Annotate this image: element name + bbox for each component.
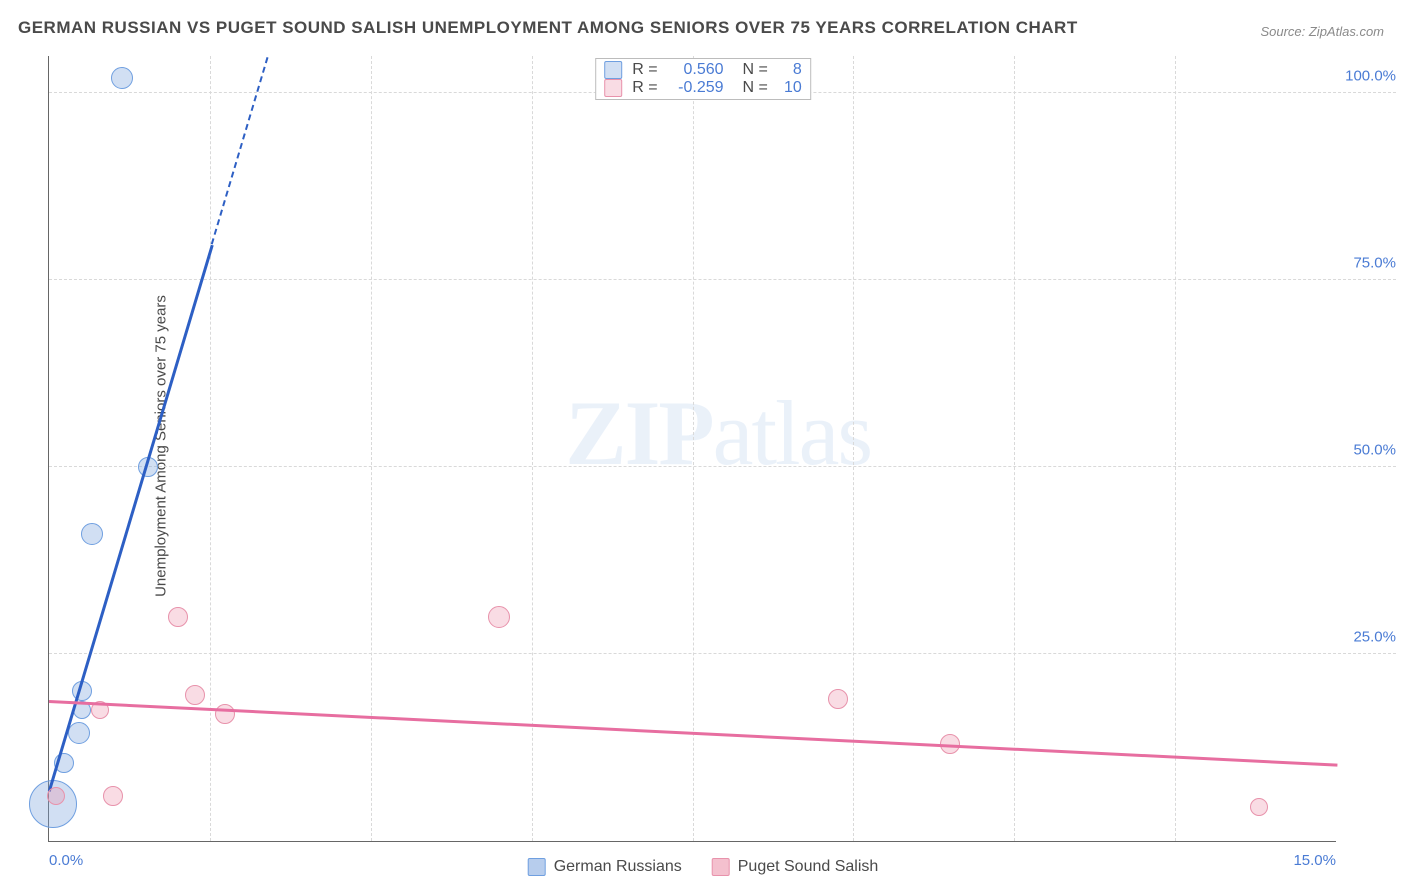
stat-n-label: N =: [734, 79, 768, 97]
data-point: [68, 722, 90, 744]
gridline-horizontal: [49, 466, 1396, 467]
data-point: [111, 67, 133, 89]
legend-label: Puget Sound Salish: [738, 858, 879, 876]
legend-item: Puget Sound Salish: [712, 858, 879, 876]
stat-r-label: R =: [632, 61, 657, 79]
watermark-bold: ZIP: [565, 382, 712, 484]
stat-n-label: N =: [734, 61, 768, 79]
x-tick-label: 15.0%: [1293, 852, 1336, 869]
gridline-vertical: [1175, 56, 1176, 841]
stats-legend-row: R = -0.259 N = 10: [604, 79, 802, 97]
watermark: ZIPatlas: [565, 380, 871, 486]
gridline-horizontal: [49, 653, 1396, 654]
legend-label: German Russians: [554, 858, 682, 876]
chart-title: GERMAN RUSSIAN VS PUGET SOUND SALISH UNE…: [18, 18, 1078, 38]
stat-n-value: 8: [778, 61, 802, 79]
legend-item: German Russians: [528, 858, 682, 876]
data-point: [215, 704, 235, 724]
data-point: [81, 523, 103, 545]
x-tick-label: 0.0%: [49, 852, 83, 869]
y-tick-label: 75.0%: [1341, 255, 1396, 272]
gridline-vertical: [210, 56, 211, 841]
legend-swatch: [604, 79, 622, 97]
watermark-rest: atlas: [713, 382, 872, 484]
data-point: [488, 606, 510, 628]
stat-n-value: 10: [778, 79, 802, 97]
data-point: [168, 607, 188, 627]
data-point: [185, 685, 205, 705]
y-tick-label: 50.0%: [1341, 442, 1396, 459]
gridline-vertical: [853, 56, 854, 841]
legend-swatch: [528, 858, 546, 876]
data-point: [103, 786, 123, 806]
chart-container: GERMAN RUSSIAN VS PUGET SOUND SALISH UNE…: [0, 0, 1406, 892]
y-tick-label: 25.0%: [1341, 629, 1396, 646]
data-point: [1250, 798, 1268, 816]
y-tick-label: 100.0%: [1341, 68, 1396, 85]
trend-line-dashed: [211, 57, 269, 245]
data-point: [47, 787, 65, 805]
gridline-horizontal: [49, 279, 1396, 280]
stats-legend-row: R = 0.560 N = 8: [604, 61, 802, 79]
data-point: [828, 689, 848, 709]
plot-area: ZIPatlas 25.0%50.0%75.0%100.0%0.0%15.0%: [48, 56, 1336, 842]
series-legend: German Russians Puget Sound Salish: [528, 858, 879, 876]
gridline-vertical: [693, 56, 694, 841]
stat-r-label: R =: [632, 79, 657, 97]
stat-r-value: -0.259: [668, 79, 724, 97]
stat-r-value: 0.560: [668, 61, 724, 79]
legend-swatch: [712, 858, 730, 876]
gridline-vertical: [371, 56, 372, 841]
legend-swatch: [604, 61, 622, 79]
gridline-vertical: [1014, 56, 1015, 841]
source-attribution: Source: ZipAtlas.com: [1260, 24, 1384, 39]
stats-legend: R = 0.560 N = 8R = -0.259 N = 10: [595, 58, 811, 100]
